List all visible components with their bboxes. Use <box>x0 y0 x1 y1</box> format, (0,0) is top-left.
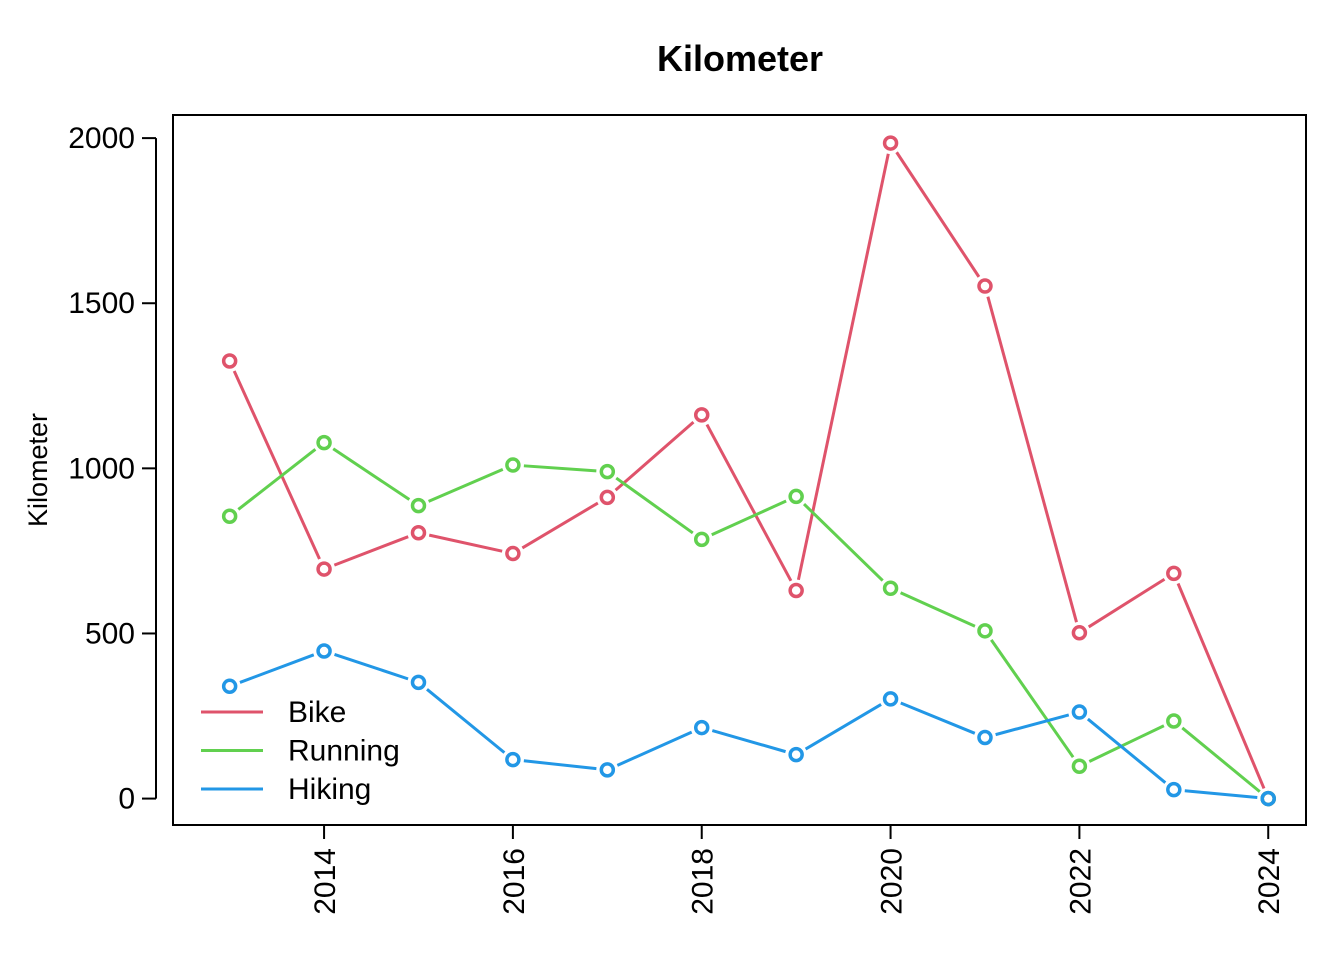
series-segment <box>802 503 884 582</box>
x-tick-label: 2018 <box>687 848 720 915</box>
y-tick-label: 500 <box>85 617 135 650</box>
series-segment <box>521 501 599 550</box>
data-point-bike-2016 <box>505 545 521 562</box>
series-segment <box>1088 724 1165 763</box>
data-point-running-2017 <box>599 463 616 480</box>
data-point-bike-2022 <box>1071 625 1088 641</box>
x-tick-label: 2016 <box>498 848 531 915</box>
data-point-running-2020 <box>882 580 899 596</box>
series-segment <box>237 448 317 511</box>
data-point-hiking-2013 <box>221 678 238 695</box>
series-segment <box>239 653 315 684</box>
y-tick-label: 1500 <box>68 287 135 320</box>
data-point-running-2019 <box>788 488 804 505</box>
series-segment <box>334 653 409 681</box>
data-point-running-2021 <box>977 623 993 639</box>
data-point-hiking-2018 <box>693 719 710 736</box>
series-segment <box>711 499 787 537</box>
series-segment <box>614 420 695 492</box>
series-segment <box>426 688 506 754</box>
data-point-running-2018 <box>693 531 710 548</box>
series-segment <box>796 153 890 581</box>
data-point-hiking-2024 <box>1260 790 1276 807</box>
series-segment <box>1181 726 1261 793</box>
series-layer <box>221 135 1276 807</box>
series-segment <box>1087 577 1166 629</box>
series-segment <box>899 591 976 628</box>
series-segment <box>333 535 409 567</box>
data-point-running-2016 <box>505 457 521 473</box>
data-point-hiking-2014 <box>316 643 332 659</box>
data-point-bike-2015 <box>410 524 427 541</box>
series-segment <box>900 701 976 735</box>
series-segment <box>427 468 504 503</box>
legend: Bike Running Hiking <box>201 696 400 806</box>
series-segment <box>615 476 694 535</box>
data-point-running-2013 <box>221 508 238 524</box>
x-tick-label: 2024 <box>1253 848 1286 915</box>
legend-label-running: Running <box>288 735 400 768</box>
data-point-bike-2023 <box>1166 565 1182 582</box>
chart-title: Kilometer <box>657 38 823 79</box>
series-segment <box>332 447 411 501</box>
data-point-running-2014 <box>316 434 332 451</box>
data-point-hiking-2023 <box>1166 781 1182 798</box>
data-point-hiking-2022 <box>1071 704 1088 720</box>
series-segment <box>804 703 882 751</box>
x-tick-label: 2022 <box>1064 848 1097 915</box>
series-running <box>221 434 1276 807</box>
y-tick-label: 0 <box>118 783 135 816</box>
series-segment <box>428 533 503 553</box>
series-segment <box>232 370 321 560</box>
data-point-bike-2018 <box>693 407 710 423</box>
x-tick-label: 2020 <box>876 848 909 915</box>
series-segment <box>995 713 1070 737</box>
series-segment <box>990 638 1075 759</box>
series-bike <box>221 135 1276 807</box>
data-point-hiking-2017 <box>599 762 616 778</box>
legend-label-bike: Bike <box>288 696 346 729</box>
legend-label-hiking: Hiking <box>288 773 371 806</box>
data-point-bike-2019 <box>788 582 804 599</box>
y-tick-label: 1000 <box>68 452 135 485</box>
series-hiking <box>221 643 1276 807</box>
series-segment <box>1086 717 1167 784</box>
series-segment <box>986 296 1078 623</box>
data-point-hiking-2020 <box>882 691 899 707</box>
data-point-bike-2014 <box>316 561 332 577</box>
series-segment <box>1176 582 1266 790</box>
series-segment <box>711 729 786 754</box>
data-point-bike-2017 <box>599 489 616 506</box>
data-point-hiking-2019 <box>788 746 804 763</box>
series-segment <box>523 759 597 771</box>
x-axis: 2014 2016 2018 2020 2022 2024 <box>309 824 1286 915</box>
data-point-bike-2021 <box>977 278 993 294</box>
y-axis: 0 500 1000 1500 2000 <box>68 122 157 816</box>
series-segment <box>1184 789 1258 800</box>
y-tick-label: 2000 <box>68 122 135 155</box>
data-point-bike-2013 <box>221 353 238 369</box>
series-segment <box>895 151 981 278</box>
data-point-hiking-2021 <box>977 729 993 746</box>
series-segment <box>705 423 793 582</box>
data-point-hiking-2015 <box>410 674 427 691</box>
series-segment <box>523 464 597 473</box>
data-point-hiking-2016 <box>505 751 521 768</box>
x-tick-label: 2014 <box>309 848 342 915</box>
data-point-running-2023 <box>1166 713 1182 729</box>
data-point-running-2015 <box>410 497 427 514</box>
data-point-bike-2020 <box>882 135 899 151</box>
series-segment <box>616 730 693 767</box>
y-axis-label: Kilometer <box>23 413 53 527</box>
data-point-running-2022 <box>1071 758 1088 774</box>
